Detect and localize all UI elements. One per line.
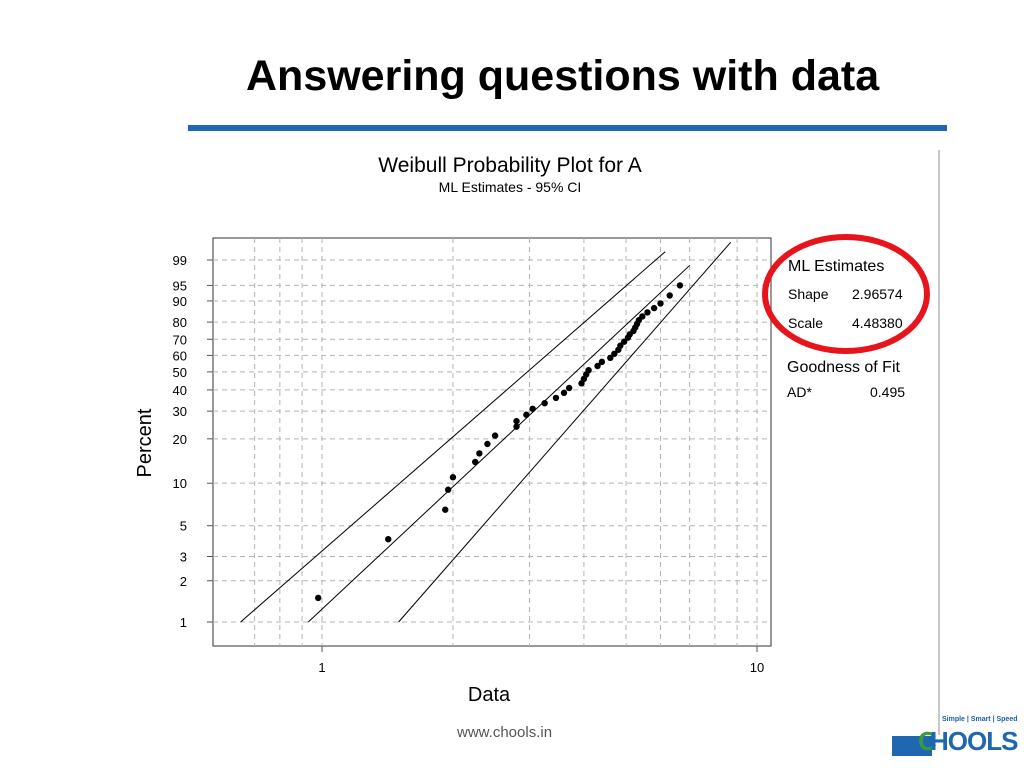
data-point xyxy=(598,358,606,366)
data-point xyxy=(471,458,479,466)
y-tick-label: 90 xyxy=(173,294,187,309)
data-point xyxy=(314,594,322,602)
shape-value: 2.96574 xyxy=(852,286,903,302)
data-point xyxy=(594,362,601,370)
logo-block xyxy=(892,736,932,756)
goodness-of-fit-heading: Goodness of Fit xyxy=(787,359,901,376)
data-point xyxy=(666,292,673,299)
y-tick-label: 5 xyxy=(180,519,187,534)
plot-frame xyxy=(212,237,772,647)
y-tick-label: 2 xyxy=(180,574,187,589)
y-tick-label: 70 xyxy=(173,332,187,347)
chart-subtitle: ML Estimates - 95% CI xyxy=(439,179,582,195)
y-tick-label: 1 xyxy=(180,615,187,630)
logo-c-mark: C xyxy=(918,726,937,756)
data-point xyxy=(541,399,548,407)
data-point xyxy=(565,384,573,392)
data-point xyxy=(560,389,568,397)
data-point xyxy=(620,338,628,345)
data-point xyxy=(617,342,624,349)
goodness-of-fit-panel: Goodness of Fit AD* 0.495 xyxy=(787,359,905,400)
data-point xyxy=(585,366,592,374)
y-tick-label: 20 xyxy=(173,432,187,447)
chools-logo: Simple | Smart | Speed C HOOLS xyxy=(890,714,1022,768)
data-point xyxy=(523,411,530,418)
scale-value: 4.48380 xyxy=(852,315,903,331)
data-point xyxy=(444,486,452,493)
y-tick-label: 80 xyxy=(173,315,187,330)
y-tick-label: 3 xyxy=(180,549,187,564)
data-point xyxy=(552,394,560,402)
y-axis-label: Percent xyxy=(134,408,156,477)
x-tick-label: 1 xyxy=(318,660,325,675)
data-point xyxy=(484,440,491,448)
logo-tagline: Simple | Smart | Speed xyxy=(942,716,1018,723)
ml-estimates-heading: ML Estimates xyxy=(788,258,884,275)
y-tick-label: 95 xyxy=(173,278,187,293)
data-point xyxy=(650,304,658,312)
scale-label: Scale xyxy=(788,315,823,331)
footer-url[interactable]: www.chools.in xyxy=(457,724,553,741)
grid xyxy=(213,238,771,646)
data-point xyxy=(513,417,520,425)
slide-title: Answering questions with data xyxy=(246,52,880,100)
data-point xyxy=(639,313,646,320)
data-point xyxy=(442,506,449,513)
confidence-bound-line xyxy=(307,265,690,623)
ad-label: AD* xyxy=(787,384,812,400)
data-point xyxy=(676,282,684,289)
highlight-circle xyxy=(762,234,930,354)
y-tick-label: 40 xyxy=(173,383,187,398)
confidence-lines xyxy=(240,241,732,623)
data-point xyxy=(611,350,618,357)
data-point xyxy=(657,300,664,307)
y-tick-label: 30 xyxy=(173,404,187,419)
fit-line xyxy=(240,251,666,623)
data-points xyxy=(314,282,684,602)
ml-estimates-panel: ML Estimates Shape 2.96574 Scale 4.48380 xyxy=(788,258,903,331)
y-tick-label: 10 xyxy=(173,476,187,491)
y-tick-label: 60 xyxy=(173,348,187,363)
data-point xyxy=(449,474,457,481)
data-point xyxy=(644,309,651,316)
data-point xyxy=(607,354,614,362)
y-tick-label: 50 xyxy=(173,365,187,380)
x-axis-label: Data xyxy=(468,684,511,706)
data-point xyxy=(513,423,520,430)
logo-wordmark: HOOLS xyxy=(930,726,1018,756)
data-point xyxy=(385,535,392,543)
x-tick-label: 10 xyxy=(750,660,764,675)
shape-label: Shape xyxy=(788,286,829,302)
data-point xyxy=(491,432,499,439)
y-tick-label: 99 xyxy=(173,253,187,268)
confidence-bound-line xyxy=(398,241,732,623)
chart-title: Weibull Probability Plot for A xyxy=(378,154,641,177)
data-point xyxy=(476,450,483,457)
data-point xyxy=(529,405,536,412)
title-underline xyxy=(188,125,947,131)
ad-value: 0.495 xyxy=(870,384,905,400)
right-divider xyxy=(938,150,940,735)
